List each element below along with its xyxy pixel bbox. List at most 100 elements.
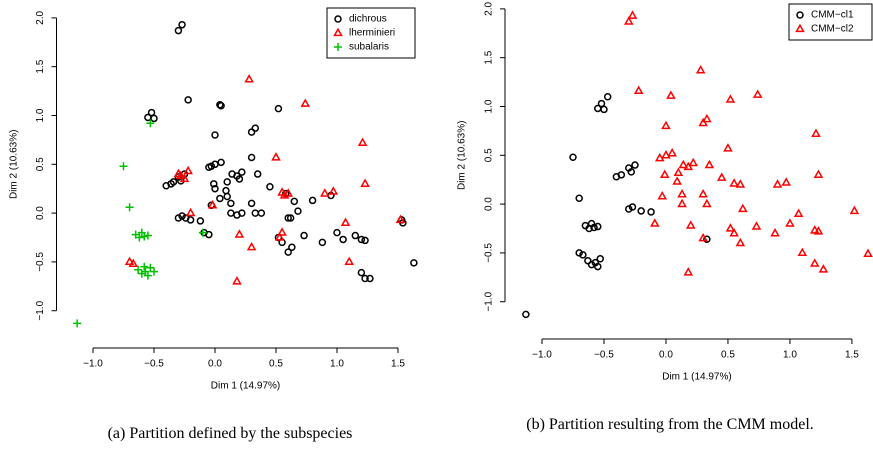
point	[735, 179, 746, 188]
point	[253, 170, 262, 178]
point	[143, 231, 152, 240]
point	[290, 197, 299, 206]
point	[597, 99, 606, 108]
x-tick-label: 1.0	[783, 350, 797, 361]
point	[650, 218, 660, 227]
point	[266, 182, 274, 191]
point	[238, 168, 246, 176]
point	[600, 105, 608, 114]
point	[251, 124, 260, 132]
point	[596, 255, 605, 263]
point	[579, 251, 587, 259]
point	[770, 228, 780, 237]
x-tick-label: 0.5	[269, 359, 283, 370]
point	[704, 159, 715, 169]
point	[73, 319, 82, 328]
point	[661, 149, 671, 159]
legend-marker	[334, 15, 342, 23]
point	[677, 198, 687, 208]
point	[703, 235, 711, 243]
point	[752, 89, 763, 98]
point	[137, 269, 146, 278]
point	[735, 237, 746, 247]
legend-label: subalaris	[349, 42, 389, 53]
point	[716, 172, 727, 181]
x-axis-title: Dim 1 (14.97%)	[662, 372, 731, 383]
point	[797, 247, 808, 257]
point	[357, 268, 366, 277]
point	[785, 218, 795, 227]
point	[198, 228, 207, 237]
point	[234, 229, 245, 238]
point	[283, 188, 293, 197]
y-axis-title: Dim 2 (10.63%)	[9, 130, 20, 199]
y-tick-label: 0.0	[35, 206, 46, 220]
point	[633, 85, 644, 95]
point	[628, 203, 637, 211]
point	[659, 169, 670, 178]
point	[677, 189, 687, 198]
point	[232, 276, 242, 285]
point	[395, 214, 406, 224]
x-tick-label: −0.5	[594, 350, 614, 361]
y-tick-label: 2.0	[484, 1, 495, 15]
point	[318, 238, 327, 247]
point	[772, 179, 783, 188]
caption: (a) Partition defined by the subspecies	[107, 425, 353, 442]
point	[135, 233, 144, 242]
point	[361, 274, 369, 283]
point	[238, 209, 246, 217]
point	[695, 65, 706, 74]
point	[247, 199, 256, 208]
point	[625, 205, 633, 213]
point	[211, 131, 219, 139]
y-axis-title: Dim 2 (10.63%)	[457, 121, 468, 190]
point	[150, 267, 158, 276]
point	[361, 236, 369, 245]
point	[357, 235, 366, 244]
point	[178, 20, 186, 29]
point	[657, 190, 668, 200]
x-tick-label: −1.0	[83, 359, 103, 370]
point	[627, 168, 636, 176]
y-tick-label: −0.5	[35, 252, 46, 272]
point	[147, 108, 156, 117]
point	[725, 94, 736, 103]
point	[366, 274, 374, 283]
point	[617, 171, 626, 179]
legend-label: CMM−cl2	[811, 24, 854, 35]
legend-label: CMM−cl1	[811, 10, 854, 21]
point	[217, 158, 225, 167]
point	[288, 243, 296, 252]
point	[235, 175, 244, 183]
point	[294, 207, 302, 215]
y-tick-label: −1.0	[35, 300, 46, 320]
point	[205, 230, 213, 239]
x-tick-label: 0.0	[208, 359, 222, 370]
point	[683, 161, 694, 171]
point	[729, 178, 739, 187]
point	[569, 153, 577, 162]
point	[811, 128, 821, 137]
point	[725, 223, 736, 232]
point	[594, 222, 602, 231]
point	[146, 119, 155, 128]
point	[793, 208, 804, 218]
point	[781, 177, 792, 186]
point	[119, 162, 128, 171]
point	[627, 10, 638, 19]
point	[257, 209, 266, 217]
x-tick-label: 0.5	[721, 350, 735, 361]
x-axis-title: Dim 1 (14.97%)	[211, 381, 280, 392]
point	[849, 205, 860, 215]
point	[128, 258, 139, 268]
point	[279, 190, 290, 199]
point	[227, 199, 235, 208]
y-tick-label: 1.0	[484, 99, 495, 113]
point	[723, 143, 733, 152]
point	[623, 16, 634, 25]
point	[698, 189, 708, 198]
point	[357, 137, 368, 146]
y-tick-label: 1.5	[35, 59, 46, 73]
